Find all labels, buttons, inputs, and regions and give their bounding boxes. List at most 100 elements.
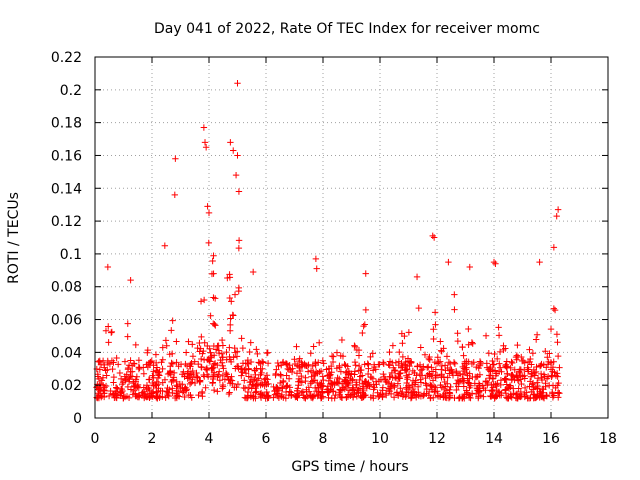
data-point	[355, 367, 362, 374]
data-point	[395, 358, 403, 365]
data-point	[370, 395, 377, 402]
data-point	[172, 155, 179, 162]
data-point	[188, 379, 195, 386]
data-point	[386, 362, 393, 369]
data-point	[273, 390, 280, 397]
data-point	[241, 377, 248, 384]
data-point	[235, 244, 243, 252]
data-point	[311, 377, 319, 384]
data-point	[312, 255, 320, 263]
data-point	[404, 376, 411, 383]
data-point	[461, 358, 469, 366]
data-point	[299, 388, 307, 395]
data-point	[554, 352, 562, 360]
data-point	[128, 368, 136, 375]
data-point	[169, 376, 177, 383]
data-point	[371, 363, 378, 371]
data-point	[127, 357, 134, 364]
data-point	[544, 354, 551, 361]
data-point	[360, 322, 367, 330]
data-point	[296, 355, 303, 362]
data-point	[102, 382, 110, 390]
data-point	[214, 342, 221, 350]
data-point	[121, 358, 129, 365]
data-point	[313, 265, 320, 272]
data-point	[129, 391, 137, 398]
data-point	[517, 393, 524, 401]
data-point	[518, 357, 526, 365]
data-point	[226, 344, 233, 351]
data-point	[162, 337, 170, 344]
data-point	[302, 377, 309, 385]
data-point	[257, 371, 264, 378]
data-point	[502, 375, 509, 382]
data-point	[226, 294, 233, 302]
data-point	[310, 343, 317, 350]
data-point	[362, 379, 369, 387]
data-point	[134, 393, 141, 401]
data-point	[204, 373, 212, 380]
data-point	[133, 384, 141, 391]
data-point	[405, 382, 412, 390]
data-point	[443, 394, 450, 402]
data-point	[173, 359, 180, 366]
data-point	[524, 364, 531, 371]
data-point	[219, 383, 227, 390]
data-point	[437, 338, 444, 345]
data-point	[226, 271, 233, 278]
data-point	[252, 382, 260, 390]
data-point	[95, 375, 103, 383]
data-point	[533, 363, 540, 371]
data-point	[497, 381, 504, 389]
data-point	[101, 384, 108, 391]
data-point	[529, 350, 537, 357]
data-point	[247, 373, 255, 381]
data-point	[180, 387, 187, 395]
data-point	[418, 366, 426, 373]
data-point	[298, 379, 306, 386]
data-point	[131, 383, 138, 391]
data-point	[493, 370, 500, 377]
data-point	[195, 360, 202, 368]
data-point	[355, 352, 363, 359]
data-point	[282, 360, 290, 367]
data-point	[316, 339, 323, 346]
data-point	[273, 366, 280, 373]
data-point	[402, 366, 410, 374]
data-point	[163, 342, 170, 349]
data-point	[238, 335, 245, 342]
data-point	[198, 333, 205, 341]
data-point	[238, 369, 246, 376]
data-point	[113, 384, 120, 391]
data-point	[253, 365, 260, 372]
data-point	[496, 360, 503, 367]
data-point	[385, 379, 393, 387]
data-point	[482, 332, 490, 339]
data-point	[121, 393, 129, 401]
data-point	[546, 350, 553, 357]
data-point	[401, 367, 409, 374]
data-point	[304, 368, 312, 375]
data-point	[529, 386, 537, 393]
x-tick-label: 0	[91, 431, 100, 447]
data-point	[367, 353, 374, 361]
data-point	[210, 369, 218, 376]
data-point	[344, 391, 352, 398]
data-point	[226, 380, 234, 387]
data-point	[476, 387, 483, 394]
data-point	[334, 380, 342, 387]
data-point	[455, 383, 462, 390]
data-point	[438, 384, 446, 391]
data-point	[524, 395, 531, 402]
data-point	[356, 385, 364, 392]
data-point	[258, 358, 266, 365]
y-tick-label: 0.2	[60, 83, 82, 99]
data-point	[459, 394, 466, 402]
data-point	[324, 372, 331, 380]
data-point	[462, 366, 470, 373]
data-point	[349, 393, 357, 401]
data-point	[329, 358, 337, 366]
data-point	[501, 387, 509, 394]
data-point	[529, 380, 537, 387]
